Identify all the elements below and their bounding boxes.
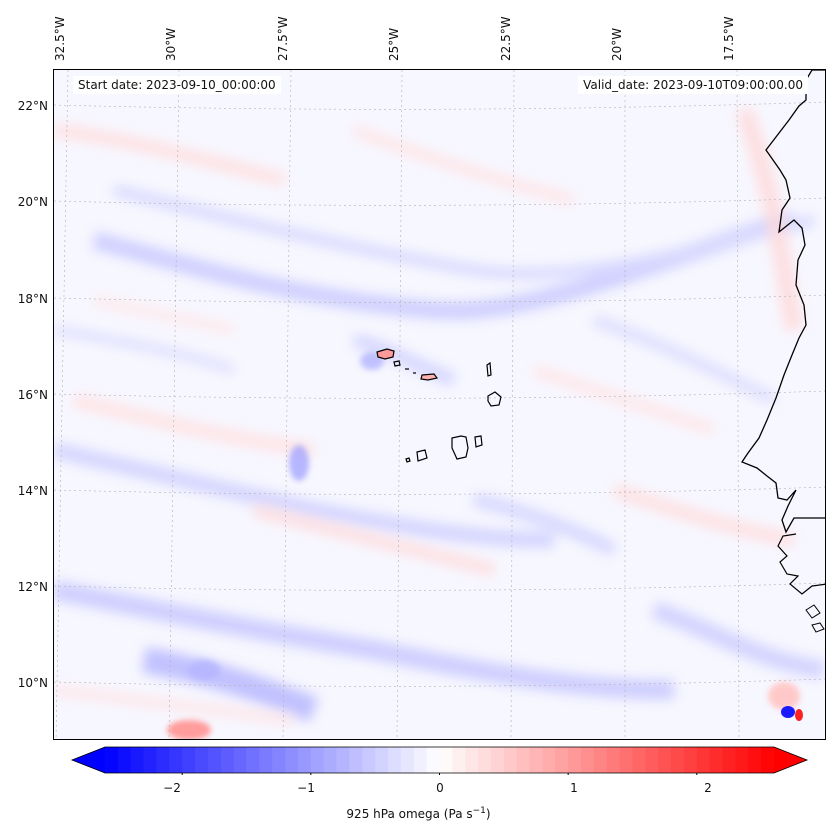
- lat-tick-label: 20°N: [17, 195, 48, 209]
- colorbar-segment: [658, 747, 672, 773]
- colorbar-segment: [555, 747, 569, 773]
- colorbar-segment: [156, 747, 170, 773]
- colorbar-segment: [169, 747, 183, 773]
- omega-field: [54, 70, 825, 739]
- colorbar-segment: [207, 747, 222, 773]
- colorbar-segment: [516, 747, 531, 773]
- colorbar-segment: [336, 747, 351, 773]
- lon-tick-label: 30°W: [164, 27, 178, 61]
- colorbar-segment: [490, 747, 505, 773]
- colorbar-label-text: 925 hPa omega (Pa s: [346, 807, 473, 821]
- colorbar-segment: [143, 747, 158, 773]
- colorbar-segment: [722, 747, 737, 773]
- lat-tick-label: 14°N: [17, 484, 48, 498]
- colorbar-tick-label: 0: [436, 781, 444, 795]
- colorbar-segment: [310, 747, 325, 773]
- colorbar-tick-label: −2: [163, 781, 181, 795]
- lon-tick-label: 32.5°W: [53, 16, 67, 61]
- colorbar-segment: [400, 747, 415, 773]
- colorbar-segment: [413, 747, 428, 773]
- colorbar-label: 925 hPa omega (Pa s−1): [0, 806, 837, 821]
- colorbar-label-unit: −1: [472, 806, 486, 816]
- colorbar-segment: [375, 747, 389, 773]
- colorbar-segment: [117, 747, 132, 773]
- colorbar-segment: [632, 747, 646, 773]
- colorbar-segment: [246, 747, 260, 773]
- colorbar-segment: [593, 747, 608, 773]
- colorbar-outline: [70, 746, 809, 774]
- colorbar-extend-max: [774, 747, 807, 773]
- colorbar-tick-label: 2: [704, 781, 712, 795]
- colorbar-segment: [748, 747, 762, 773]
- lon-tick-label: 20°W: [610, 27, 624, 61]
- colorbar-label-close: ): [485, 807, 491, 821]
- colorbar-segment: [220, 747, 235, 773]
- colorbar-segment: [297, 747, 312, 773]
- map-panel: [53, 69, 826, 740]
- lat-tick-label: 16°N: [17, 388, 48, 402]
- colorbar-segment: [503, 747, 518, 773]
- colorbar-segment: [696, 747, 711, 773]
- colorbar-segment: [465, 747, 479, 773]
- colorbar: [70, 746, 809, 775]
- colorbar-segment: [542, 747, 556, 773]
- lon-tick-label: 27.5°W: [276, 16, 290, 61]
- colorbar-segment: [452, 747, 466, 773]
- colorbar-segment: [735, 747, 749, 773]
- lon-tick-label: 17.5°W: [722, 16, 736, 61]
- colorbar-extend-min: [72, 747, 105, 773]
- colorbar-segment: [761, 747, 775, 773]
- colorbar-segment: [285, 747, 299, 773]
- colorbar-segment: [671, 747, 685, 773]
- colorbar-segment: [272, 747, 286, 773]
- colorbar-segment: [581, 747, 595, 773]
- colorbar-segment: [478, 747, 492, 773]
- colorbar-segment: [645, 747, 659, 773]
- colorbar-segment: [439, 747, 453, 773]
- start-date-label: Start date: 2023-09-10_00:00:00: [73, 76, 281, 94]
- colorbar-segment: [182, 747, 196, 773]
- colorbar-segment: [606, 747, 621, 773]
- colorbar-segment: [683, 747, 698, 773]
- colorbar-tick-label: −1: [297, 781, 315, 795]
- lon-tick-label: 25°W: [387, 27, 401, 61]
- valid-date-label: Valid_date: 2023-09-10T09:00:00.00: [578, 76, 808, 94]
- colorbar-segment: [323, 747, 338, 773]
- colorbar-segment: [709, 747, 724, 773]
- colorbar-segment: [529, 747, 544, 773]
- colorbar-segment: [105, 747, 119, 773]
- lat-tick-label: 10°N: [17, 676, 48, 690]
- colorbar-segment: [362, 747, 376, 773]
- colorbar-segment: [426, 747, 441, 773]
- lat-tick-label: 12°N: [17, 580, 48, 594]
- colorbar-segment: [568, 747, 582, 773]
- lat-tick-label: 22°N: [17, 99, 48, 113]
- lat-tick-label: 18°N: [17, 292, 48, 306]
- colorbar-segment: [130, 747, 145, 773]
- lon-tick-label: 22.5°W: [499, 16, 513, 61]
- colorbar-segment: [195, 747, 209, 773]
- colorbar-segment: [233, 747, 248, 773]
- colorbar-segment: [388, 747, 402, 773]
- colorbar-segment: [619, 747, 634, 773]
- colorbar-segment: [259, 747, 273, 773]
- colorbar-segment: [349, 747, 363, 773]
- colorbar-tick-label: 1: [570, 781, 578, 795]
